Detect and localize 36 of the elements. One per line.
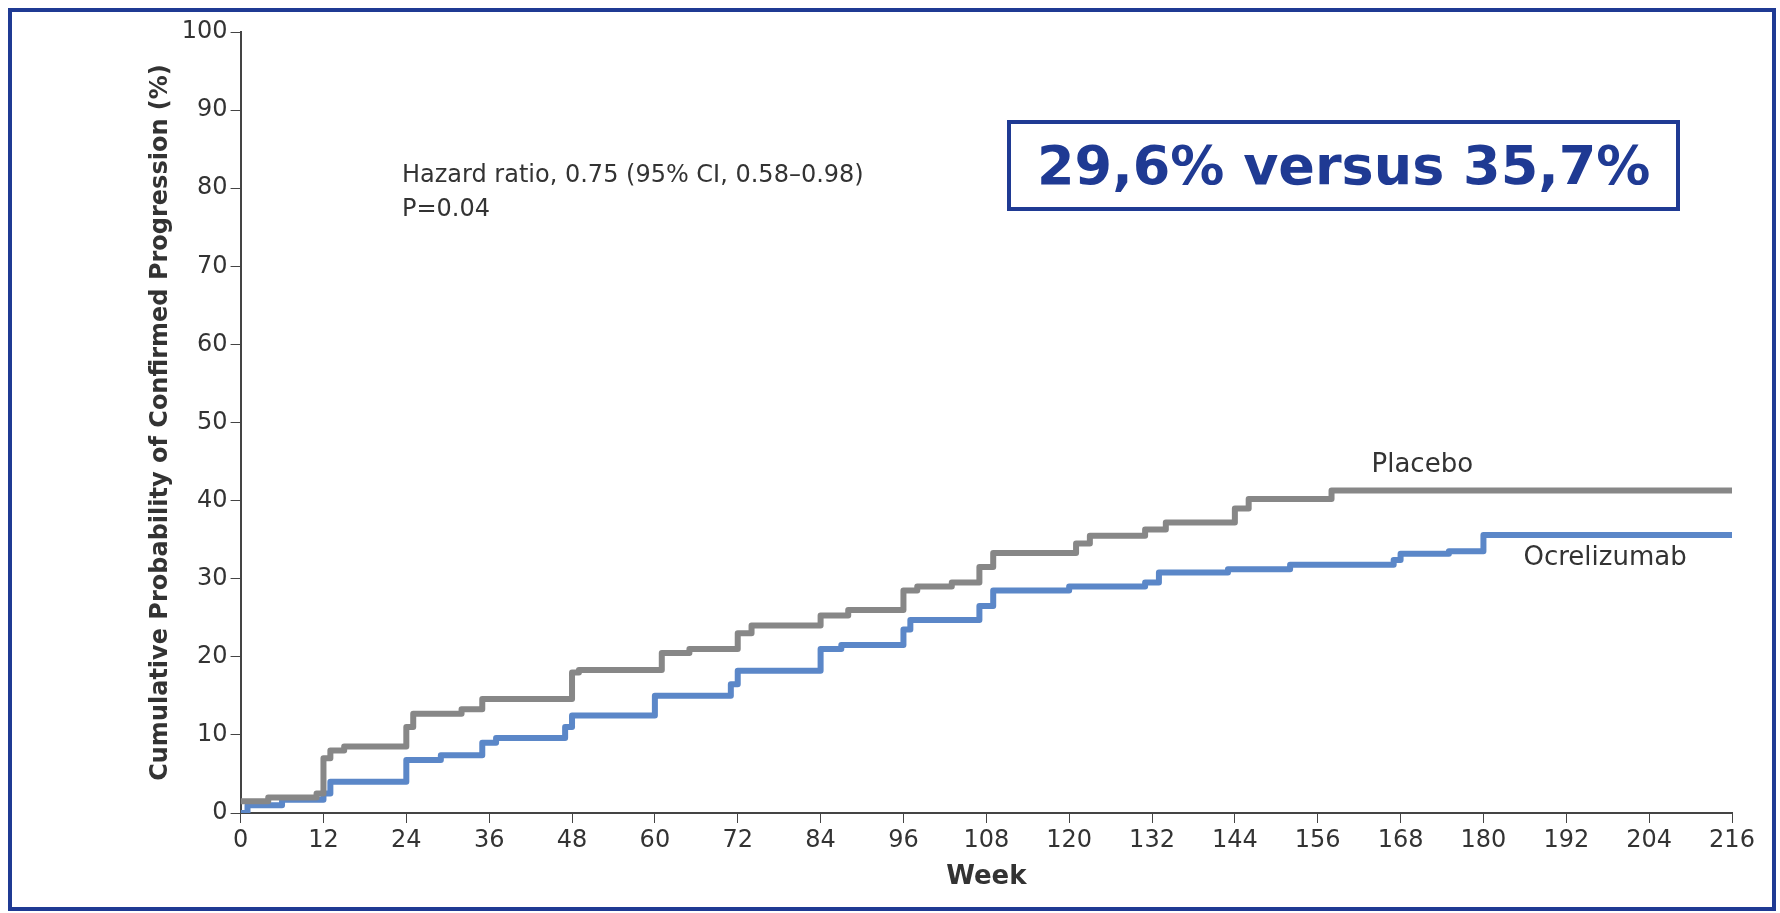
- y-tick-label: 70: [197, 250, 228, 279]
- y-tick-label: 20: [197, 641, 228, 670]
- x-tick-label: 36: [473, 824, 505, 853]
- x-tick-label: 156: [1294, 824, 1341, 853]
- y-axis-title: Cumulative Probability of Confirmed Progression (%): [144, 64, 173, 781]
- y-tick-label: 60: [197, 328, 228, 357]
- x-tick-label: 24: [391, 824, 422, 853]
- y-tick-label: 40: [197, 484, 228, 513]
- x-tick-label: 48: [556, 824, 588, 853]
- y-tick-label: 100: [181, 16, 228, 45]
- x-tick-label: 120: [1046, 824, 1093, 853]
- annotation: 29,6% versus 35,7%: [1007, 120, 1681, 211]
- series-label: Placebo: [1371, 448, 1474, 479]
- x-tick-label: 132: [1129, 824, 1175, 853]
- x-tick-label: 108: [963, 824, 1010, 853]
- x-tick-label: 0: [232, 824, 249, 853]
- x-tick-label: 192: [1543, 824, 1590, 853]
- y-tick-label: 10: [197, 719, 228, 748]
- x-axis-title: Week: [946, 860, 1028, 891]
- y-tick-label: 80: [197, 172, 228, 201]
- x-tick-label: 72: [722, 824, 754, 853]
- annotation: Hazard ratio, 0.75 (95% CI, 0.58–0.98) P=0.04: [402, 159, 864, 224]
- x-tick-label: 60: [639, 824, 671, 853]
- y-tick-label: 0: [212, 797, 228, 826]
- y-tick-label: 90: [197, 94, 228, 123]
- x-tick-label: 180: [1460, 824, 1507, 853]
- x-tick-label: 168: [1377, 824, 1424, 853]
- x-tick-label: 216: [1709, 824, 1755, 853]
- x-tick-label: 12: [308, 824, 339, 853]
- y-tick-label: 30: [197, 562, 228, 591]
- series-label: Ocrelizumab: [1523, 540, 1687, 571]
- x-tick-label: 204: [1626, 824, 1673, 853]
- y-tick-label: 50: [197, 406, 228, 435]
- x-tick-label: 144: [1211, 824, 1258, 853]
- x-tick-label: 96: [888, 824, 919, 853]
- x-tick-label: 84: [805, 824, 836, 853]
